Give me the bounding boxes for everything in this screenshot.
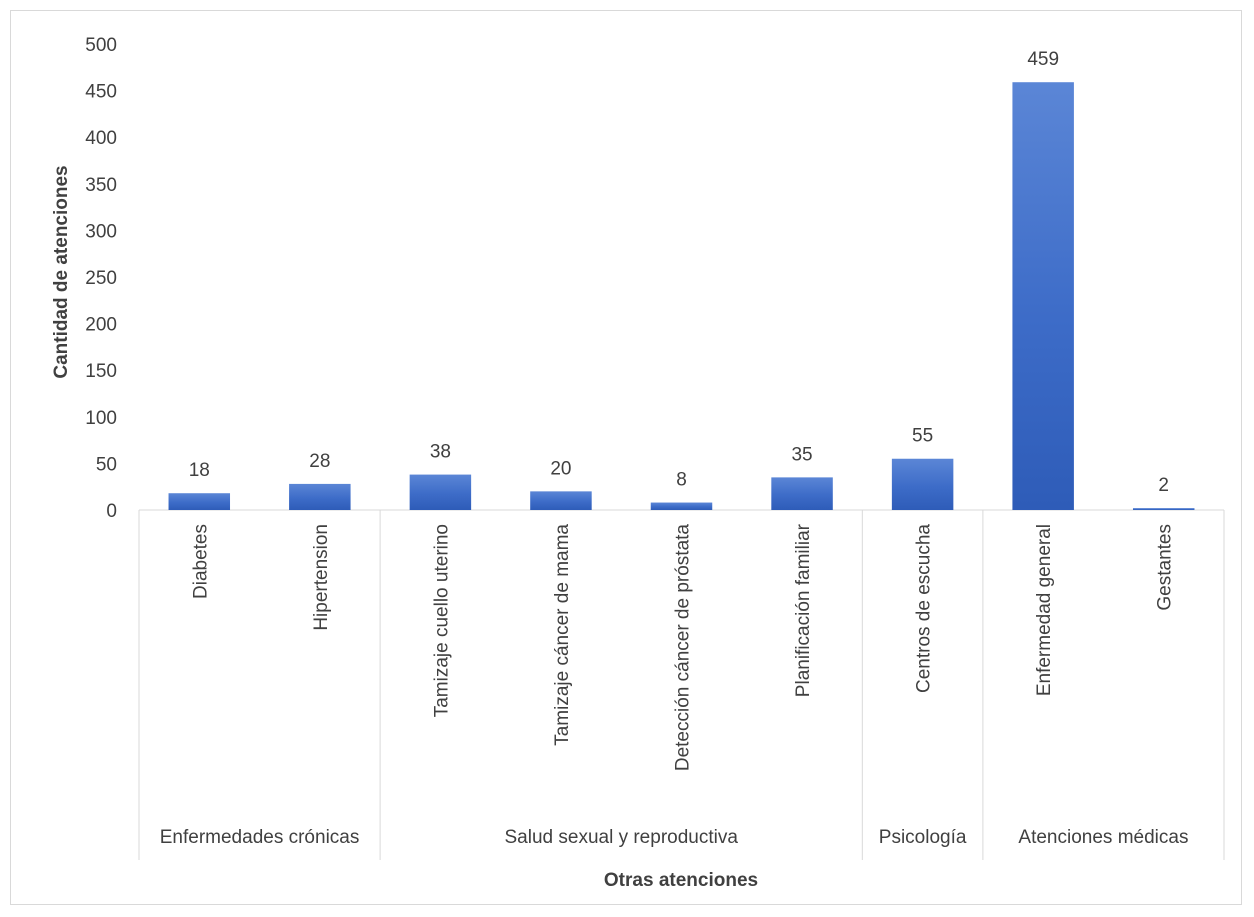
bar xyxy=(289,483,351,510)
y-tick-label: 150 xyxy=(85,361,117,382)
y-tick-label: 500 xyxy=(85,35,117,56)
x-category-label: Diabetes xyxy=(190,524,211,599)
y-tick-label: 50 xyxy=(96,454,117,475)
data-label: 28 xyxy=(309,451,330,472)
bar xyxy=(168,493,231,510)
y-tick-label: 0 xyxy=(106,501,117,522)
x-category-label: Enfermedad general xyxy=(1034,524,1055,696)
bar xyxy=(771,477,833,510)
x-category-label: Centros de escucha xyxy=(914,524,935,693)
y-tick-label: 200 xyxy=(85,315,117,336)
y-tick-label: 350 xyxy=(85,175,117,196)
x-group-label: Enfermedades crónicas xyxy=(160,827,360,848)
data-label: 18 xyxy=(189,460,210,481)
x-category-label: Tamizaje cuello uterino xyxy=(431,524,452,717)
bar xyxy=(1012,82,1074,510)
x-group-label: Salud sexual y reproductiva xyxy=(505,827,739,848)
y-axis-title: Cantidad de atenciones xyxy=(51,165,72,378)
bar xyxy=(650,502,713,510)
data-label: 8 xyxy=(676,470,687,491)
y-tick-label: 100 xyxy=(85,408,117,429)
data-label: 55 xyxy=(912,426,933,447)
y-tick-label: 300 xyxy=(85,221,117,242)
x-category-label: Hipertension xyxy=(311,524,332,631)
y-tick-label: 250 xyxy=(85,268,117,289)
x-category-label: Gestantes xyxy=(1155,524,1176,611)
x-category-label: Detección cáncer de próstata xyxy=(673,524,694,772)
bar xyxy=(530,491,592,510)
data-label: 38 xyxy=(430,442,451,463)
y-tick-label: 400 xyxy=(85,128,117,149)
bar xyxy=(1132,508,1195,510)
data-label: 35 xyxy=(791,444,812,465)
y-tick-label: 450 xyxy=(85,82,117,103)
bar xyxy=(409,474,472,510)
x-category-label: Tamizaje cáncer de mama xyxy=(552,524,573,746)
data-label: 2 xyxy=(1158,475,1169,496)
data-label: 20 xyxy=(550,458,571,479)
x-group-label: Psicología xyxy=(879,827,967,848)
bar xyxy=(891,458,954,510)
data-label: 459 xyxy=(1027,49,1059,70)
x-axis-title: Otras atenciones xyxy=(604,870,758,891)
x-category-label: Planificación familiar xyxy=(793,523,814,697)
x-group-label: Atenciones médicas xyxy=(1018,827,1188,848)
